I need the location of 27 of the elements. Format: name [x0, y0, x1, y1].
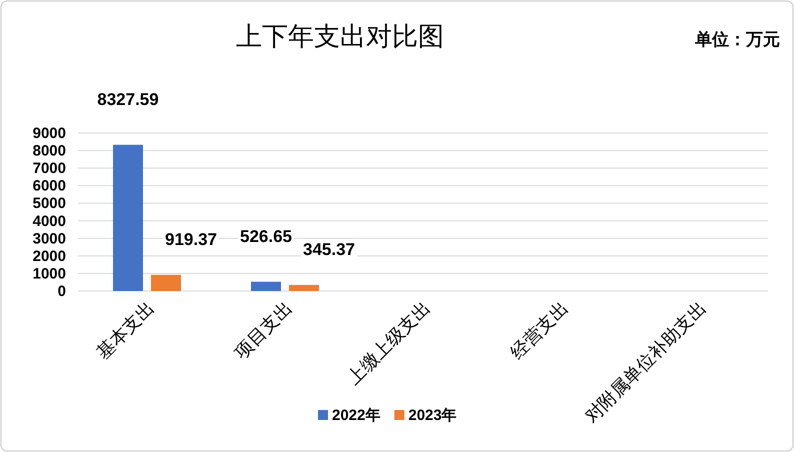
- y-tick-label: 9000: [32, 125, 66, 142]
- x-tick-label: 基本支出: [92, 298, 158, 363]
- x-tick-label: 上缴上级支出: [343, 298, 434, 388]
- y-tick-label: 3000: [32, 230, 66, 248]
- y-tick-label: 1000: [32, 265, 66, 282]
- bar: [151, 274, 181, 291]
- text: 单位：万元: [694, 30, 780, 49]
- legend-label: 2023年: [408, 407, 457, 424]
- x-tick-label: 经营支出: [506, 298, 572, 363]
- bar: [251, 282, 281, 291]
- bar: [113, 144, 143, 291]
- legend-label: 2022年: [332, 407, 380, 424]
- data-label: 919.37: [165, 230, 217, 249]
- y-tick-label: 6000: [32, 178, 66, 195]
- y-tick-label: 4000: [32, 212, 66, 230]
- y-tick-label: 2000: [32, 248, 66, 265]
- data-label: 8327.59: [97, 90, 159, 109]
- chart-title: 上下年支出对比图: [236, 21, 444, 51]
- y-tick-label: 7000: [32, 160, 66, 178]
- y-tick-label: 8000: [32, 142, 66, 160]
- y-tick-label: 5000: [32, 195, 66, 212]
- y-tick-label: 0: [58, 283, 66, 300]
- x-tick-label: 对附属单位补助支出: [581, 298, 710, 426]
- data-label: 526.65: [240, 226, 292, 246]
- bar: [289, 284, 319, 291]
- data-label: 345.37: [303, 240, 355, 259]
- x-tick-label: 项目支出: [230, 298, 296, 363]
